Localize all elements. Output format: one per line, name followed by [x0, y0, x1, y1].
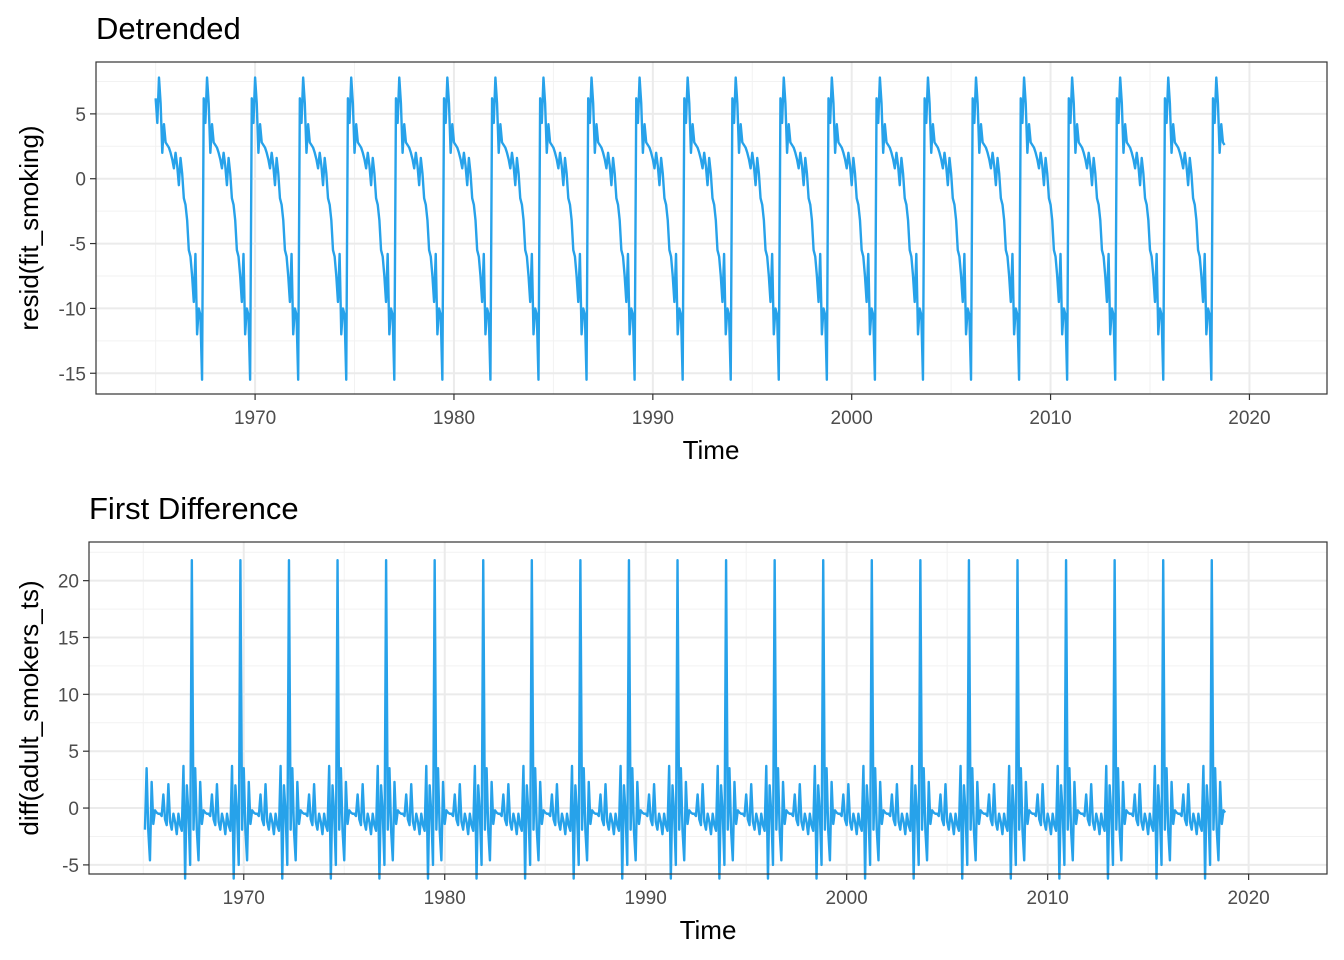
x-tick-label: 1980	[433, 408, 475, 429]
chart-2-panel	[88, 541, 1328, 875]
x-tick-label: 2020	[1227, 888, 1269, 909]
chart-1-y-axis-title: resid(fit_smoking)	[14, 125, 44, 330]
x-tick-label: 1990	[632, 408, 674, 429]
chart-1-series-line	[154, 76, 1226, 381]
y-tick-label: 15	[58, 629, 79, 650]
y-tick-label: 20	[58, 572, 79, 593]
y-tick-label: 5	[68, 742, 79, 763]
x-tick-label: 2000	[826, 888, 868, 909]
chart-1-y-axis: -15 -10 -5 0 5	[59, 105, 96, 385]
x-tick-label: 2020	[1228, 408, 1270, 429]
x-tick-label: 1990	[625, 888, 667, 909]
chart-2-x-axis-title: Time	[680, 915, 737, 945]
y-tick-label: -10	[59, 299, 86, 320]
chart-2-y-axis-title: diff(adult_smokers_ts)	[14, 580, 44, 835]
x-tick-label: 1980	[424, 888, 466, 909]
chart-2-title: First Difference	[89, 491, 299, 526]
chart-1-title: Detrended	[96, 11, 241, 46]
y-tick-label: -5	[62, 856, 79, 877]
x-tick-label: 2010	[1027, 888, 1069, 909]
x-tick-label: 1970	[234, 408, 276, 429]
chart-1-panel	[95, 61, 1328, 395]
chart-2-y-axis: -5 0 5 10 15 20	[58, 572, 89, 877]
x-tick-label: 2000	[831, 408, 873, 429]
y-tick-label: 0	[75, 170, 86, 191]
x-tick-label: 2010	[1029, 408, 1071, 429]
chart-2-series-line	[143, 558, 1227, 880]
y-tick-label: -5	[69, 235, 86, 256]
chart-1-x-axis-title: Time	[683, 435, 740, 465]
chart-1-x-axis: 1970 1980 1990 2000 2010 2020	[234, 394, 1271, 429]
chart-2-x-axis: 1970 1980 1990 2000 2010 2020	[223, 874, 1270, 909]
y-tick-label: 5	[75, 105, 86, 126]
y-tick-label: -15	[59, 364, 86, 385]
y-tick-label: 0	[68, 799, 79, 820]
chart-1-grid	[96, 62, 1327, 394]
x-tick-label: 1970	[223, 888, 265, 909]
y-tick-label: 10	[58, 685, 79, 706]
